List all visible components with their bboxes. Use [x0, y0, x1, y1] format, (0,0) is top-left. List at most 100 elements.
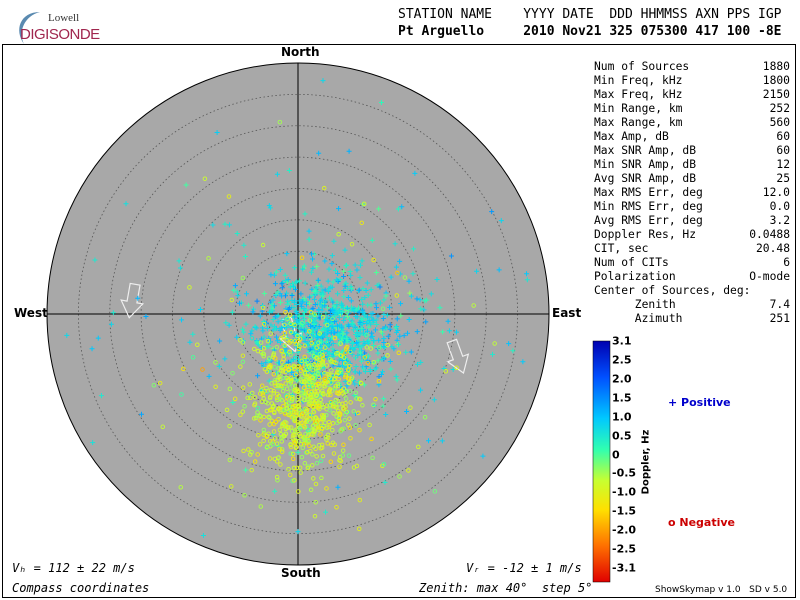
negative-source-mark — [341, 405, 346, 411]
positive-source-mark — [359, 326, 365, 332]
negative-source-mark — [270, 439, 275, 444]
positive-source-mark — [349, 321, 355, 327]
negative-source-mark — [284, 386, 290, 391]
colorbar-tick: -0.5 — [612, 466, 637, 480]
negative-source-mark — [347, 425, 353, 430]
negative-source-mark — [255, 452, 260, 457]
stat-row: Num of Sources 1880 — [594, 60, 790, 74]
negative-source-mark — [357, 427, 362, 433]
positive-source-mark — [336, 307, 342, 313]
stat-value: 25 — [776, 172, 790, 185]
negative-source-mark — [260, 305, 266, 311]
positive-source-mark — [405, 330, 410, 336]
negative-source-mark — [285, 316, 290, 322]
positive-source-mark — [434, 277, 440, 283]
positive-source-mark — [229, 309, 235, 315]
colorbar-tick: 1.0 — [612, 410, 632, 424]
positive-source-mark — [310, 256, 316, 262]
positive-source-mark — [284, 251, 290, 257]
positive-source-mark — [290, 356, 296, 362]
positive-source-mark — [359, 316, 365, 322]
positive-source-mark — [292, 314, 298, 320]
negative-source-mark — [320, 362, 325, 367]
positive-source-mark — [363, 355, 369, 361]
positive-source-mark — [364, 280, 370, 286]
colorbar-tick: -1.5 — [612, 504, 637, 518]
negative-source-mark — [282, 322, 287, 328]
negative-source-mark — [317, 352, 323, 357]
negative-source-mark — [348, 400, 353, 405]
negative-source-mark — [286, 382, 291, 387]
negative-source-mark — [367, 422, 372, 428]
positive-source-mark — [314, 264, 320, 270]
negative-source-mark — [269, 401, 275, 406]
positive-source-mark — [358, 344, 364, 350]
positive-source-mark — [395, 328, 401, 334]
negative-source-mark — [298, 433, 303, 439]
negative-source-mark — [261, 396, 266, 401]
positive-source-mark — [222, 356, 228, 362]
stat-label: Zenith — [594, 298, 676, 311]
positive-source-mark — [332, 267, 338, 273]
negative-source-mark — [321, 416, 327, 421]
negative-source-mark — [264, 385, 269, 391]
negative-source-mark — [269, 418, 275, 424]
stat-value: 12 — [776, 158, 790, 171]
negative-source-mark — [406, 468, 411, 473]
negative-source-mark — [269, 381, 274, 386]
positive-source-mark — [90, 440, 96, 446]
negative-source-mark — [313, 500, 318, 505]
positive-source-mark — [324, 335, 330, 341]
positive-source-mark — [381, 396, 387, 402]
positive-source-mark — [341, 268, 347, 274]
negative-source-mark — [277, 119, 283, 125]
positive-source-mark — [362, 369, 368, 375]
negative-source-mark — [304, 397, 310, 403]
negative-source-mark — [255, 405, 261, 411]
positive-source-mark — [331, 238, 337, 244]
negative-source-mark — [346, 376, 351, 381]
positive-source-mark — [138, 411, 144, 417]
negative-source-mark — [328, 359, 333, 364]
negative-source-mark — [251, 416, 257, 421]
negative-source-mark — [327, 387, 333, 392]
negative-source-mark — [299, 358, 304, 364]
positive-source-mark — [368, 334, 374, 340]
negative-source-mark — [258, 504, 264, 509]
stat-label: Polarization — [594, 270, 676, 283]
positive-source-mark — [289, 281, 295, 287]
negative-source-mark — [344, 309, 350, 315]
negative-source-mark — [301, 423, 307, 429]
positive-source-mark — [329, 284, 335, 290]
positive-source-mark — [348, 307, 354, 313]
positive-source-mark — [242, 253, 248, 259]
negative-source-mark — [286, 401, 291, 406]
negative-source-mark — [318, 432, 323, 437]
positive-source-mark — [377, 300, 383, 306]
negative-source-mark — [265, 338, 271, 344]
negative-source-mark — [347, 560, 352, 565]
positive-source-mark — [406, 278, 412, 284]
positive-source-mark — [325, 305, 331, 311]
negative-source-mark — [296, 346, 302, 352]
negative-source-mark — [272, 377, 278, 383]
negative-source-mark — [287, 312, 293, 318]
positive-source-mark — [310, 265, 316, 271]
positive-source-mark — [273, 292, 279, 298]
positive-source-mark — [255, 373, 261, 379]
positive-source-mark — [354, 340, 360, 346]
stat-value: 1800 — [762, 74, 790, 87]
negative-source-mark — [351, 409, 357, 414]
positive-source-mark — [322, 287, 328, 293]
positive-source-mark — [266, 203, 272, 209]
plot-frame — [2, 44, 796, 598]
positive-source-mark — [267, 205, 273, 211]
positive-source-mark — [334, 323, 340, 329]
negative-source-mark — [331, 451, 337, 456]
positive-source-mark — [393, 373, 399, 379]
stat-value: 7.4 — [769, 298, 790, 311]
positive-source-mark — [341, 273, 347, 279]
positive-source-mark — [453, 329, 459, 335]
positive-source-mark — [341, 294, 347, 300]
negative-source-mark — [320, 404, 326, 410]
